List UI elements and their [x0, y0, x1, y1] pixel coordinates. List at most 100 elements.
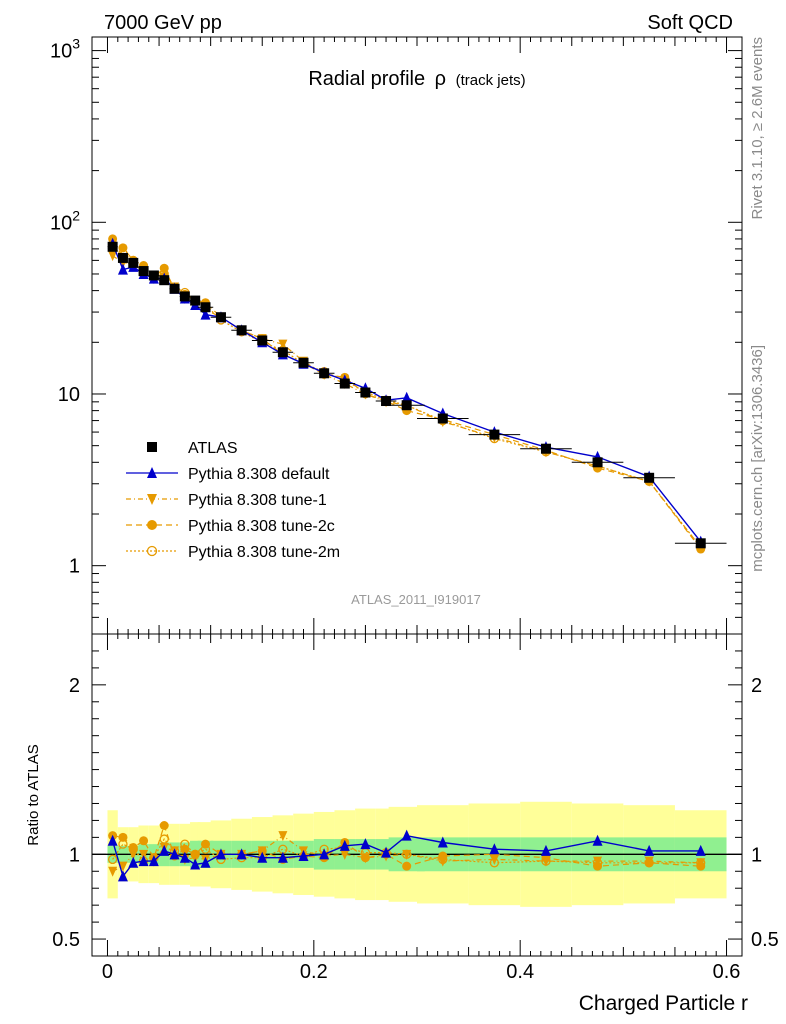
ratio-point-default: [200, 856, 211, 868]
y-tick-label: 103: [50, 36, 80, 63]
data-point-atlas: [401, 400, 412, 411]
data-point-atlas: [190, 295, 201, 306]
ratio-point-tune1: [257, 846, 267, 857]
ratio-point-default: [298, 850, 309, 862]
y-tick-label: 1: [69, 556, 80, 578]
ratio-point-default: [277, 851, 288, 863]
side-label-lower: mcplots.cern.ch [arXiv:1306.3436]: [749, 345, 766, 572]
ratio-line-tune2c: [112, 823, 701, 867]
ratio-point-default: [437, 836, 448, 848]
legend: ATLAS Pythia 8.308 default Pythia 8.308 tu…: [126, 440, 340, 561]
data-point-tune2c: [159, 263, 169, 273]
legend-marker-default: [147, 467, 157, 478]
y-tick-label: 102: [50, 207, 80, 234]
x-tick-label: 0.6: [713, 961, 741, 983]
data-point-atlas: [381, 396, 392, 407]
ratio-point-tune2c: [159, 821, 169, 831]
legend-marker-tune2m: [146, 545, 158, 557]
legend-label-tune2c: Pythia 8.308 tune-2c: [188, 518, 335, 535]
data-point-atlas: [179, 291, 190, 302]
data-point-atlas: [107, 241, 118, 252]
main-plot-panel: 1 10 102 103: [50, 36, 743, 635]
x-tick-label: 0.2: [300, 961, 328, 983]
ratio-point-tune1: [278, 831, 288, 842]
ratio-y-tick-label: 2: [69, 675, 80, 697]
data-point-default: [117, 263, 128, 275]
ratio-point-default: [489, 843, 500, 855]
ratio-point-tune1: [139, 849, 149, 860]
data-point-atlas: [148, 270, 159, 281]
ratio-point-default: [179, 851, 190, 863]
analysis-id-label: ATLAS_2011_I919017: [351, 592, 481, 607]
data-point-atlas: [592, 457, 603, 468]
legend-label-tune2m: Pythia 8.308 tune-2m: [188, 544, 340, 561]
ratio-point-tune1: [118, 861, 128, 872]
ratio-y-tick-label: 0.5: [52, 929, 80, 951]
ratio-point-default: [169, 848, 180, 860]
ratio-point-default: [117, 870, 128, 882]
ratio-point-default: [159, 844, 170, 856]
legend-label-atlas: ATLAS: [188, 440, 238, 457]
data-point-atlas: [215, 312, 226, 323]
ratio-point-default: [107, 834, 118, 846]
ratio-y-axis-label: Ratio to ATLAS: [25, 744, 42, 845]
ratio-point-tune1: [360, 853, 370, 864]
y-tick-label: 10: [58, 384, 80, 406]
header-right: Soft QCD: [647, 12, 733, 34]
header-left: 7000 GeV pp: [104, 12, 222, 34]
ratio-point-tune2c: [200, 839, 210, 849]
ratio-y-tick-label-right: 1: [751, 844, 762, 866]
data-point-atlas: [257, 335, 268, 346]
data-point-tune2c: [118, 243, 128, 253]
ratio-point-default: [695, 844, 706, 856]
data-point-atlas: [319, 368, 330, 379]
ratio-point-tune2c: [128, 843, 138, 853]
ratio-point-default: [215, 848, 226, 860]
legend-label-tune1: Pythia 8.308 tune-1: [188, 492, 327, 509]
ratio-plot-panel: 0 0.2 0.4 0.6 0.5 0.5 1 1 2 2: [52, 633, 779, 983]
x-tick-label: 0: [102, 961, 113, 983]
data-point-atlas: [138, 266, 149, 277]
data-point-atlas: [169, 283, 180, 294]
data-point-atlas: [644, 472, 655, 483]
series-line-tune2c: [112, 238, 702, 550]
ratio-point-default: [128, 856, 139, 868]
plot-title: Radial profile ρ (track jets): [308, 68, 525, 90]
ratio-point-tune2c: [180, 844, 190, 854]
plot-title-main: Radial profile: [308, 68, 425, 90]
data-point-tune1: [278, 339, 288, 350]
ratio-point-tune2m: [107, 854, 118, 865]
data-point-atlas: [695, 538, 706, 549]
ratio-point-tune1: [190, 853, 200, 864]
x-tick-label: 0.4: [506, 961, 534, 983]
ratio-point-default: [381, 846, 392, 858]
ratio-point-tune2c: [139, 836, 149, 846]
legend-marker-atlas: [147, 442, 157, 452]
ratio-point-tune1: [696, 858, 706, 869]
ratio-point-default: [319, 848, 330, 860]
data-point-atlas: [489, 429, 500, 440]
ratio-point-tune1: [402, 849, 412, 860]
ratio-plot-frame: [91, 633, 743, 957]
ratio-point-tune1: [593, 856, 603, 867]
data-point-atlas: [360, 387, 371, 398]
plot-title-symbol: ρ: [435, 68, 446, 90]
data-point-atlas: [200, 302, 211, 313]
data-point-atlas: [128, 257, 139, 268]
legend-marker-tune1: [147, 494, 157, 505]
ratio-y-tick-label-right: 2: [751, 675, 762, 697]
ratio-point-default: [148, 855, 159, 867]
side-label-upper: Rivet 3.1.10, ≥ 2.6M events: [749, 37, 766, 220]
ratio-point-default: [257, 851, 268, 863]
ratio-point-tune1: [128, 849, 138, 860]
ratio-point-default: [339, 839, 350, 851]
ratio-point-tune1: [438, 856, 448, 867]
data-point-default: [200, 308, 211, 320]
data-point-atlas: [117, 252, 128, 263]
ratio-point-tune1: [644, 856, 654, 867]
ratio-point-default: [540, 844, 551, 856]
ratio-y-tick-label-right: 0.5: [751, 929, 779, 951]
data-point-atlas: [437, 413, 448, 424]
data-point-atlas: [236, 325, 247, 336]
